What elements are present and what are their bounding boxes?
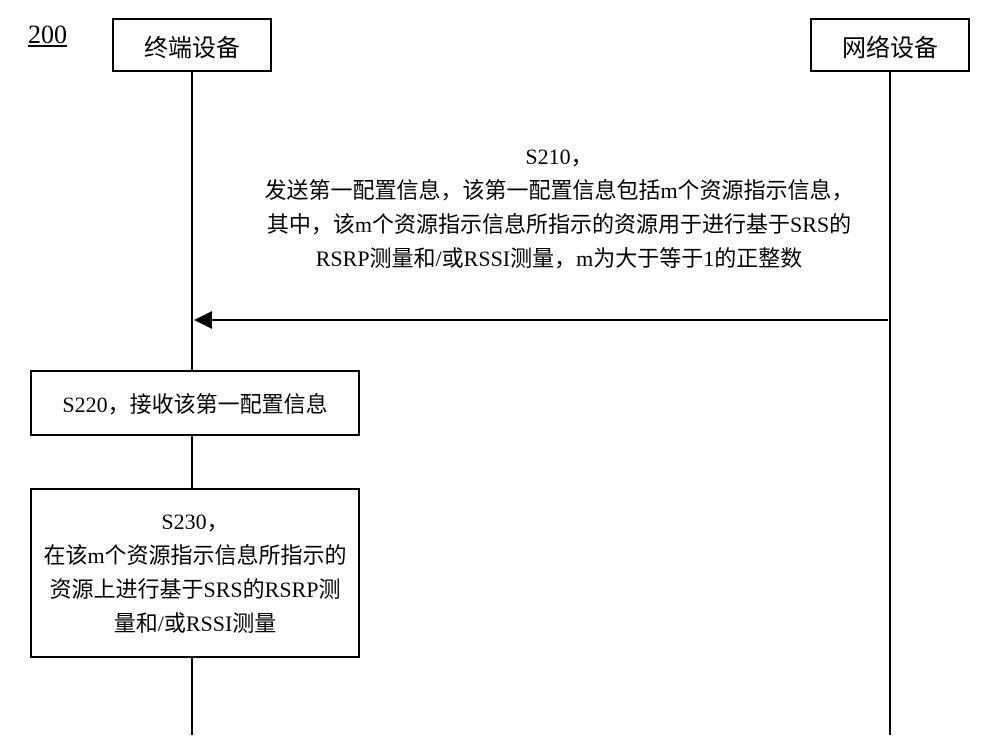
step-s230-box: S230， 在该m个资源指示信息所指示的资源上进行基于SRS的RSRP测量和/或… bbox=[30, 488, 360, 658]
step-s220-box: S220，接收该第一配置信息 bbox=[30, 370, 360, 436]
step-s220-text: S220，接收该第一配置信息 bbox=[62, 387, 327, 419]
step-s230-body: 在该m个资源指示信息所指示的资源上进行基于SRS的RSRP测量和/或RSSI测量 bbox=[42, 539, 348, 641]
sequence-diagram: { "diagram": { "type": "sequence", "figu… bbox=[0, 0, 1000, 744]
step-s230-title: S230， bbox=[161, 505, 228, 539]
